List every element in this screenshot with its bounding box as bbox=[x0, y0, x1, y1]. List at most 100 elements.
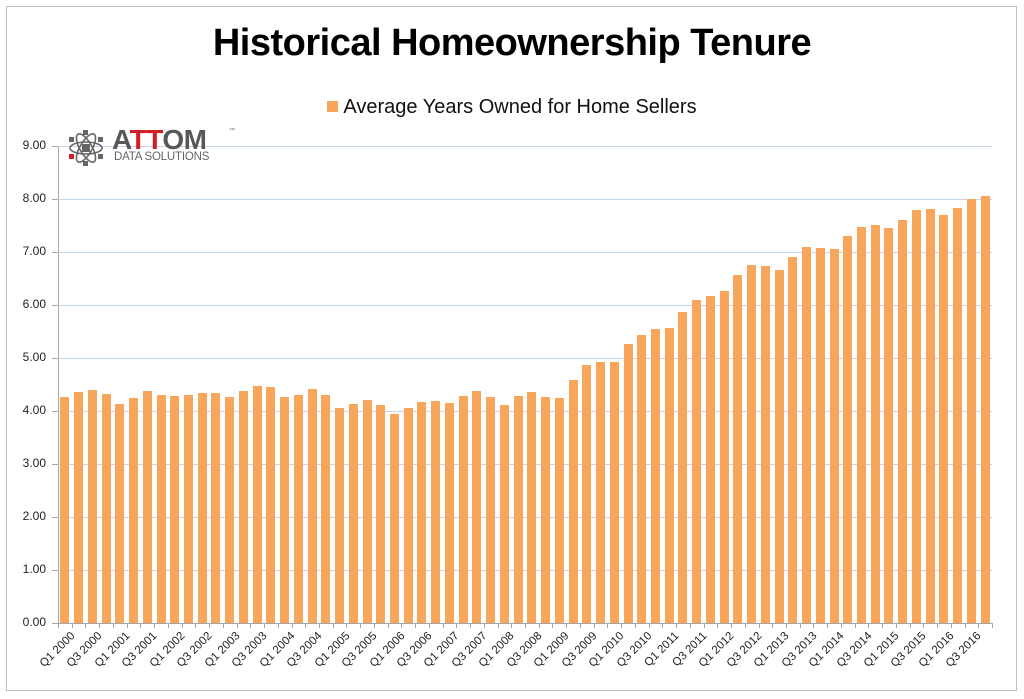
x-tick bbox=[538, 623, 540, 628]
y-tick-label: 1.00 bbox=[22, 562, 46, 576]
bar bbox=[774, 270, 784, 623]
y-tick bbox=[52, 305, 58, 306]
x-tick bbox=[552, 623, 554, 628]
x-tick bbox=[758, 623, 760, 628]
x-tick bbox=[854, 623, 856, 628]
x-tick bbox=[992, 623, 993, 628]
y-tick-label: 6.00 bbox=[22, 297, 46, 311]
bar bbox=[966, 199, 976, 623]
bar bbox=[678, 311, 688, 623]
bar bbox=[582, 364, 592, 623]
bar bbox=[197, 392, 207, 623]
x-tick bbox=[634, 623, 636, 628]
y-tick-label: 2.00 bbox=[22, 509, 46, 523]
bar bbox=[431, 400, 441, 623]
x-tick bbox=[895, 623, 897, 628]
bar bbox=[156, 394, 166, 623]
y-tick-label: 9.00 bbox=[22, 138, 46, 152]
bar bbox=[280, 396, 290, 623]
x-tick bbox=[456, 623, 458, 628]
x-tick bbox=[909, 623, 911, 628]
x-tick bbox=[373, 623, 375, 628]
bar bbox=[321, 394, 331, 623]
logo-wordmark: ATTOM bbox=[112, 124, 207, 155]
x-tick bbox=[442, 623, 444, 628]
y-tick-label: 5.00 bbox=[22, 350, 46, 364]
x-tick bbox=[950, 623, 952, 628]
x-tick bbox=[415, 623, 417, 628]
bar bbox=[719, 290, 729, 623]
gridline bbox=[58, 464, 992, 465]
x-tick bbox=[99, 623, 101, 628]
x-tick bbox=[882, 623, 884, 628]
x-tick bbox=[607, 623, 609, 628]
plot-area bbox=[58, 146, 992, 623]
bar bbox=[898, 220, 908, 623]
gridline bbox=[58, 199, 992, 200]
x-tick bbox=[58, 623, 59, 628]
x-tick bbox=[236, 623, 238, 628]
x-tick bbox=[662, 623, 664, 628]
x-tick bbox=[167, 623, 169, 628]
x-tick bbox=[209, 623, 211, 628]
bar bbox=[541, 397, 551, 623]
bar bbox=[870, 224, 880, 623]
x-tick bbox=[85, 623, 87, 628]
bar bbox=[733, 274, 743, 623]
gridline bbox=[58, 517, 992, 518]
x-tick bbox=[703, 623, 705, 628]
bar bbox=[609, 361, 619, 623]
attom-logo: ATTOM ™ DATA SOLUTIONS bbox=[66, 124, 241, 168]
x-tick bbox=[717, 623, 719, 628]
bar bbox=[129, 398, 139, 623]
bar bbox=[142, 391, 152, 623]
y-tick bbox=[52, 570, 58, 571]
x-tick bbox=[923, 623, 925, 628]
bar bbox=[390, 414, 399, 623]
y-tick-label: 8.00 bbox=[22, 191, 46, 205]
bar bbox=[513, 396, 523, 623]
bar bbox=[884, 228, 894, 623]
x-tick bbox=[112, 623, 114, 628]
bar bbox=[623, 344, 633, 623]
x-tick bbox=[868, 623, 870, 628]
bar bbox=[939, 214, 949, 623]
bar bbox=[980, 195, 990, 623]
x-tick bbox=[154, 623, 156, 628]
bar bbox=[335, 407, 345, 623]
x-tick bbox=[250, 623, 252, 628]
x-tick bbox=[744, 623, 746, 628]
bar bbox=[829, 249, 839, 623]
bar bbox=[348, 404, 358, 623]
x-tick bbox=[799, 623, 801, 628]
x-tick bbox=[195, 623, 197, 628]
bar bbox=[444, 403, 454, 623]
bar bbox=[183, 394, 193, 623]
x-tick bbox=[318, 623, 320, 628]
bar bbox=[692, 300, 702, 623]
x-tick bbox=[621, 623, 623, 628]
x-tick bbox=[772, 623, 774, 628]
bar bbox=[417, 402, 427, 623]
y-tick bbox=[52, 464, 58, 465]
bar bbox=[376, 405, 386, 623]
bar bbox=[472, 390, 482, 623]
x-tick bbox=[566, 623, 568, 628]
x-tick bbox=[964, 623, 966, 628]
bar bbox=[101, 394, 111, 623]
x-tick bbox=[511, 623, 513, 628]
y-tick bbox=[52, 358, 58, 359]
x-tick bbox=[360, 623, 362, 628]
bar bbox=[87, 389, 97, 623]
gridline bbox=[58, 305, 992, 306]
x-tick bbox=[291, 623, 293, 628]
bar bbox=[637, 335, 647, 623]
bar bbox=[760, 265, 770, 623]
bar bbox=[266, 387, 276, 623]
bar bbox=[403, 408, 413, 623]
bar bbox=[238, 390, 248, 623]
gridline bbox=[58, 570, 992, 571]
x-tick bbox=[579, 623, 581, 628]
bar bbox=[705, 296, 715, 623]
logo-trademark: ™ bbox=[229, 128, 235, 134]
